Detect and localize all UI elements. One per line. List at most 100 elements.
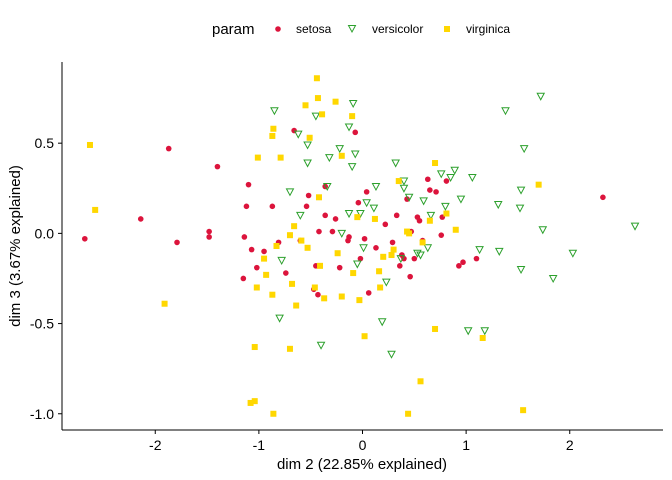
- point-virginica: [443, 210, 450, 217]
- point-virginica: [306, 134, 313, 141]
- point-setosa: [315, 291, 321, 298]
- point-versicolor: [396, 255, 406, 264]
- point-versicolor: [350, 150, 360, 159]
- x-ticks: -2 -1 0 1 2: [149, 430, 574, 453]
- legend-marker-virginica: [444, 26, 450, 32]
- point-setosa: [346, 234, 352, 240]
- point-setosa: [245, 181, 252, 188]
- point-setosa: [269, 203, 276, 210]
- point-versicolor: [381, 278, 391, 287]
- point-setosa: [416, 217, 423, 224]
- point-versicolor: [494, 247, 504, 256]
- y-ticks: -1.0 -0.5 0.0 0.5: [30, 135, 62, 422]
- point-versicolor: [446, 173, 455, 183]
- point-setosa: [473, 255, 480, 262]
- point-setosa: [303, 203, 310, 210]
- point-virginica: [535, 181, 542, 188]
- legend-title: param: [212, 21, 255, 38]
- y-axis-title: dim 3 (3.67% explained): [7, 165, 24, 327]
- point-versicolor: [568, 249, 578, 258]
- point-setosa: [305, 192, 312, 199]
- point-versicolor: [441, 202, 450, 211]
- point-versicolor: [311, 112, 321, 121]
- point-setosa: [600, 194, 606, 201]
- point-versicolor: [516, 265, 526, 275]
- point-versicolor: [475, 246, 484, 255]
- point-versicolor: [337, 229, 347, 238]
- point-versicolor: [426, 211, 436, 220]
- point-virginica: [332, 98, 339, 105]
- point-setosa: [424, 176, 431, 183]
- point-virginica: [426, 217, 433, 224]
- point-setosa: [373, 245, 379, 251]
- point-virginica: [263, 271, 270, 278]
- point-virginica: [92, 206, 99, 213]
- point-virginica: [417, 378, 424, 385]
- x-tick-label: -2: [149, 437, 162, 453]
- point-versicolor: [371, 182, 381, 192]
- point-versicolor: [423, 244, 433, 253]
- point-versicolor: [270, 107, 279, 116]
- y-tick-label: -0.5: [30, 316, 54, 332]
- point-setosa: [433, 189, 439, 195]
- point-virginica: [261, 255, 268, 262]
- point-versicolor: [516, 186, 526, 195]
- point-setosa: [291, 127, 297, 134]
- point-versicolor: [501, 107, 510, 116]
- y-tick-label: 0.0: [35, 225, 55, 241]
- point-versicolor: [404, 193, 414, 202]
- point-versicolor: [399, 184, 409, 193]
- point-virginica: [361, 333, 368, 340]
- point-virginica: [356, 297, 363, 304]
- point-virginica: [479, 335, 486, 341]
- point-versicolor: [325, 154, 334, 163]
- point-virginica: [311, 284, 318, 291]
- point-virginica: [269, 291, 276, 298]
- point-versicolor: [468, 173, 477, 183]
- point-virginica: [161, 300, 168, 307]
- point-versicolor: [344, 123, 354, 132]
- point-setosa: [81, 235, 88, 242]
- point-versicolor: [275, 314, 284, 323]
- point-versicolor: [347, 163, 357, 172]
- point-setosa: [206, 228, 212, 235]
- point-setosa: [137, 216, 144, 222]
- point-versicolor: [356, 210, 365, 219]
- point-virginica: [293, 302, 300, 309]
- point-versicolor: [436, 170, 446, 179]
- point-virginica: [432, 160, 439, 167]
- point-virginica: [452, 226, 459, 233]
- point-versicolor: [335, 145, 345, 154]
- point-virginica: [350, 270, 357, 277]
- point-versicolor: [419, 197, 428, 206]
- point-versicolor: [293, 130, 303, 139]
- point-virginica: [405, 410, 412, 417]
- point-setosa: [361, 235, 368, 242]
- point-versicolor: [277, 256, 287, 265]
- point-setosa: [336, 264, 343, 271]
- point-versicolor: [387, 350, 396, 359]
- point-versicolor: [493, 201, 503, 210]
- point-setosa: [248, 246, 255, 253]
- point-virginica: [302, 102, 309, 109]
- point-virginica: [304, 244, 311, 251]
- point-virginica: [388, 252, 395, 259]
- point-setosa: [393, 212, 400, 219]
- point-virginica: [376, 268, 383, 275]
- point-virginica: [269, 132, 276, 139]
- point-virginica: [273, 243, 280, 249]
- point-virginica: [298, 237, 305, 244]
- point-virginica: [338, 293, 345, 300]
- point-setosa: [214, 163, 221, 170]
- y-tick-label: 0.5: [35, 135, 55, 151]
- point-setosa: [427, 187, 433, 193]
- point-versicolor: [303, 141, 312, 150]
- point-versicolor: [519, 145, 529, 154]
- legend-marker-setosa: [275, 26, 281, 32]
- point-setosa: [206, 234, 212, 240]
- point-setosa: [456, 263, 462, 269]
- point-setosa: [355, 199, 362, 206]
- point-versicolor: [416, 251, 425, 260]
- point-versicolor: [548, 274, 558, 284]
